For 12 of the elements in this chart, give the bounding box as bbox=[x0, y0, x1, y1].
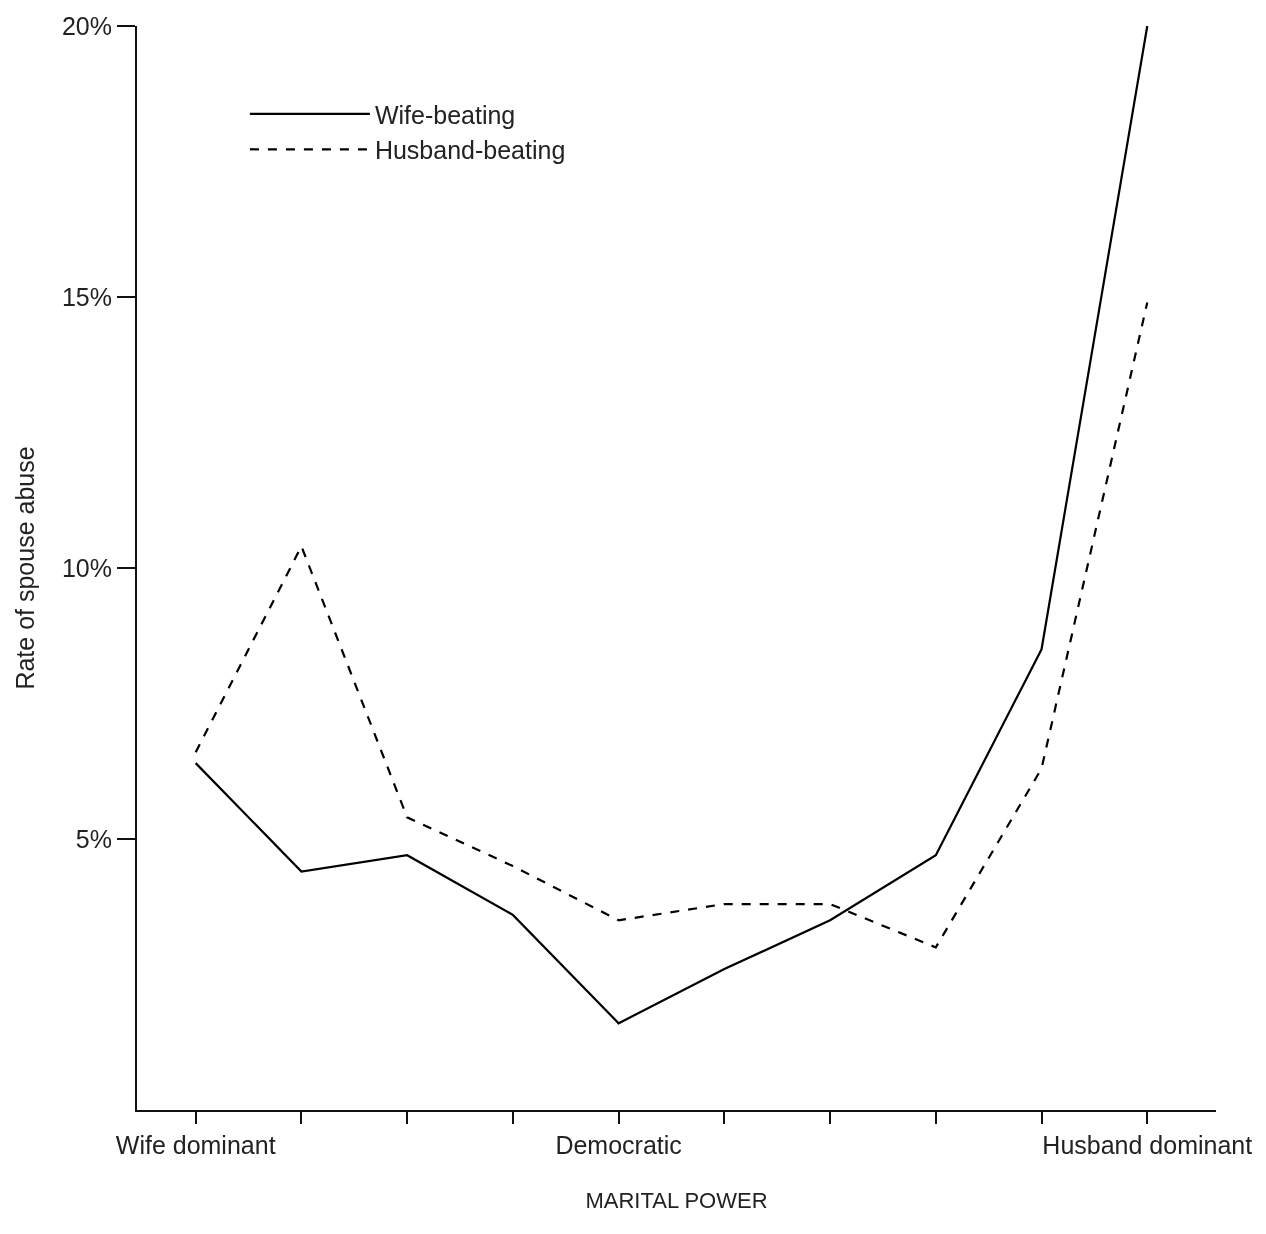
line-series bbox=[194, 26, 1149, 1025]
y-tick-label: 10% bbox=[61, 553, 112, 582]
y-tick-label: 20% bbox=[61, 11, 112, 40]
legend-label: Wife-beating bbox=[374, 100, 516, 129]
y-tick-label: 5% bbox=[75, 824, 112, 853]
legend-label: Husband-beating bbox=[374, 136, 566, 165]
x-tick-label: Husband dominant bbox=[1042, 1131, 1253, 1159]
x-axis-title: MARITAL POWER bbox=[585, 1188, 768, 1214]
y-axis-title: Rate of spouse abuse bbox=[11, 446, 40, 690]
x-tick-label: Wife dominant bbox=[115, 1131, 276, 1159]
x-tick-label: Democratic bbox=[555, 1131, 682, 1159]
y-tick-label: 15% bbox=[61, 282, 112, 311]
